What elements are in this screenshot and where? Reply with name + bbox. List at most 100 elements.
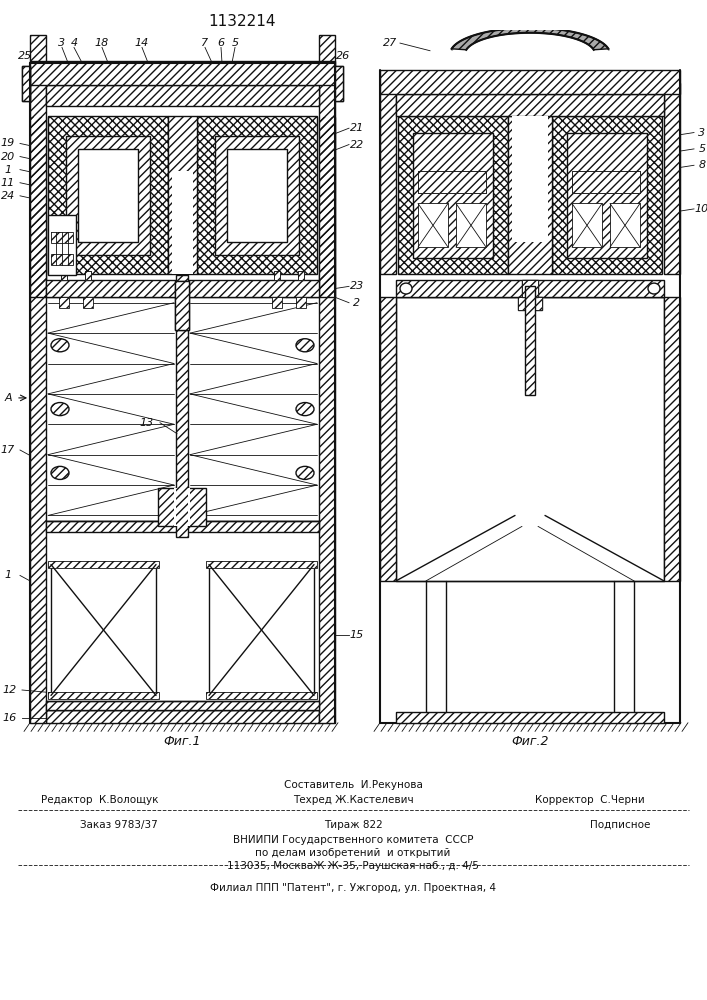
Bar — [175, 281, 189, 330]
Bar — [215, 136, 299, 255]
Bar — [518, 297, 542, 310]
Bar — [30, 61, 335, 85]
Bar — [51, 232, 73, 243]
Bar — [51, 232, 73, 243]
Bar — [396, 280, 664, 297]
Bar — [274, 271, 280, 280]
Bar — [522, 280, 538, 297]
Bar — [51, 254, 73, 265]
Bar — [51, 254, 73, 265]
Bar — [168, 116, 197, 274]
Text: 19: 19 — [1, 138, 15, 148]
Bar — [396, 280, 664, 297]
Bar — [46, 701, 319, 710]
Bar — [274, 271, 280, 280]
Bar — [572, 203, 602, 247]
Bar — [48, 116, 168, 274]
Text: 3: 3 — [699, 128, 706, 138]
Bar — [30, 61, 335, 85]
Bar — [525, 286, 535, 395]
Bar — [46, 85, 319, 106]
Bar — [396, 712, 664, 723]
Text: 5: 5 — [699, 144, 706, 154]
Bar — [30, 35, 46, 297]
Bar — [48, 561, 159, 568]
Bar — [518, 297, 542, 310]
Text: 10: 10 — [695, 204, 707, 214]
Bar — [85, 271, 91, 280]
Bar — [83, 297, 93, 308]
Bar — [174, 488, 190, 526]
Text: Фиг.1: Фиг.1 — [163, 735, 201, 748]
Bar — [172, 171, 193, 274]
Bar — [83, 297, 93, 308]
Bar — [664, 297, 680, 581]
Bar — [46, 521, 319, 532]
Bar — [215, 136, 299, 255]
Bar — [168, 116, 197, 274]
Bar — [197, 116, 317, 274]
Text: Заказ 9783/37: Заказ 9783/37 — [80, 820, 158, 830]
Text: 25: 25 — [18, 51, 32, 61]
Bar — [396, 94, 664, 116]
Bar — [512, 116, 548, 242]
Bar — [335, 66, 343, 101]
Bar — [319, 35, 335, 297]
Text: Тираж 822: Тираж 822 — [324, 820, 382, 830]
Text: 6: 6 — [218, 38, 225, 48]
Bar — [209, 565, 314, 695]
Bar — [197, 116, 317, 274]
Text: 1132214: 1132214 — [209, 14, 276, 29]
Bar — [206, 692, 317, 699]
Bar — [30, 35, 46, 297]
Text: ВНИИПИ Государственного комитета  СССР: ВНИИПИ Государственного комитета СССР — [233, 835, 473, 845]
Bar — [30, 117, 46, 723]
Ellipse shape — [296, 403, 314, 416]
Bar — [508, 116, 552, 274]
Ellipse shape — [296, 466, 314, 479]
Text: 16: 16 — [3, 713, 17, 723]
Bar — [380, 70, 680, 94]
Bar — [46, 710, 319, 723]
Bar — [413, 133, 493, 258]
Bar — [525, 286, 535, 395]
Text: 1: 1 — [4, 570, 11, 580]
Text: 27: 27 — [383, 38, 397, 48]
Text: Подписное: Подписное — [590, 820, 650, 830]
Bar — [380, 297, 396, 581]
Text: Составитель  И.Рекунова: Составитель И.Рекунова — [284, 780, 423, 790]
Bar — [48, 116, 168, 274]
Text: 4: 4 — [71, 38, 78, 48]
Bar — [418, 171, 486, 193]
Bar — [48, 215, 76, 275]
Bar — [418, 171, 486, 193]
Text: 13: 13 — [140, 418, 154, 428]
Bar — [413, 133, 493, 258]
Text: A: A — [4, 393, 12, 403]
Bar — [30, 117, 46, 723]
Bar — [46, 85, 319, 106]
Bar — [175, 281, 189, 330]
Bar — [22, 66, 30, 101]
Bar — [572, 171, 640, 193]
Bar — [664, 297, 680, 581]
Bar — [396, 297, 664, 581]
Bar — [319, 117, 335, 723]
Bar — [572, 171, 640, 193]
Bar — [48, 561, 159, 568]
Text: 22: 22 — [350, 140, 364, 150]
Bar — [206, 561, 317, 568]
Bar — [396, 94, 664, 116]
Bar — [206, 561, 317, 568]
Bar — [296, 297, 306, 308]
Bar — [296, 297, 306, 308]
Bar — [46, 710, 319, 723]
Bar — [456, 203, 486, 247]
Bar — [572, 171, 640, 193]
Bar — [518, 297, 542, 310]
Text: 26: 26 — [336, 51, 350, 61]
Text: 17: 17 — [1, 445, 15, 455]
Text: Редактор  К.Волощук: Редактор К.Волощук — [41, 795, 159, 805]
Bar — [48, 692, 159, 699]
Text: по делам изобретений  и открытий: по делам изобретений и открытий — [255, 848, 450, 858]
